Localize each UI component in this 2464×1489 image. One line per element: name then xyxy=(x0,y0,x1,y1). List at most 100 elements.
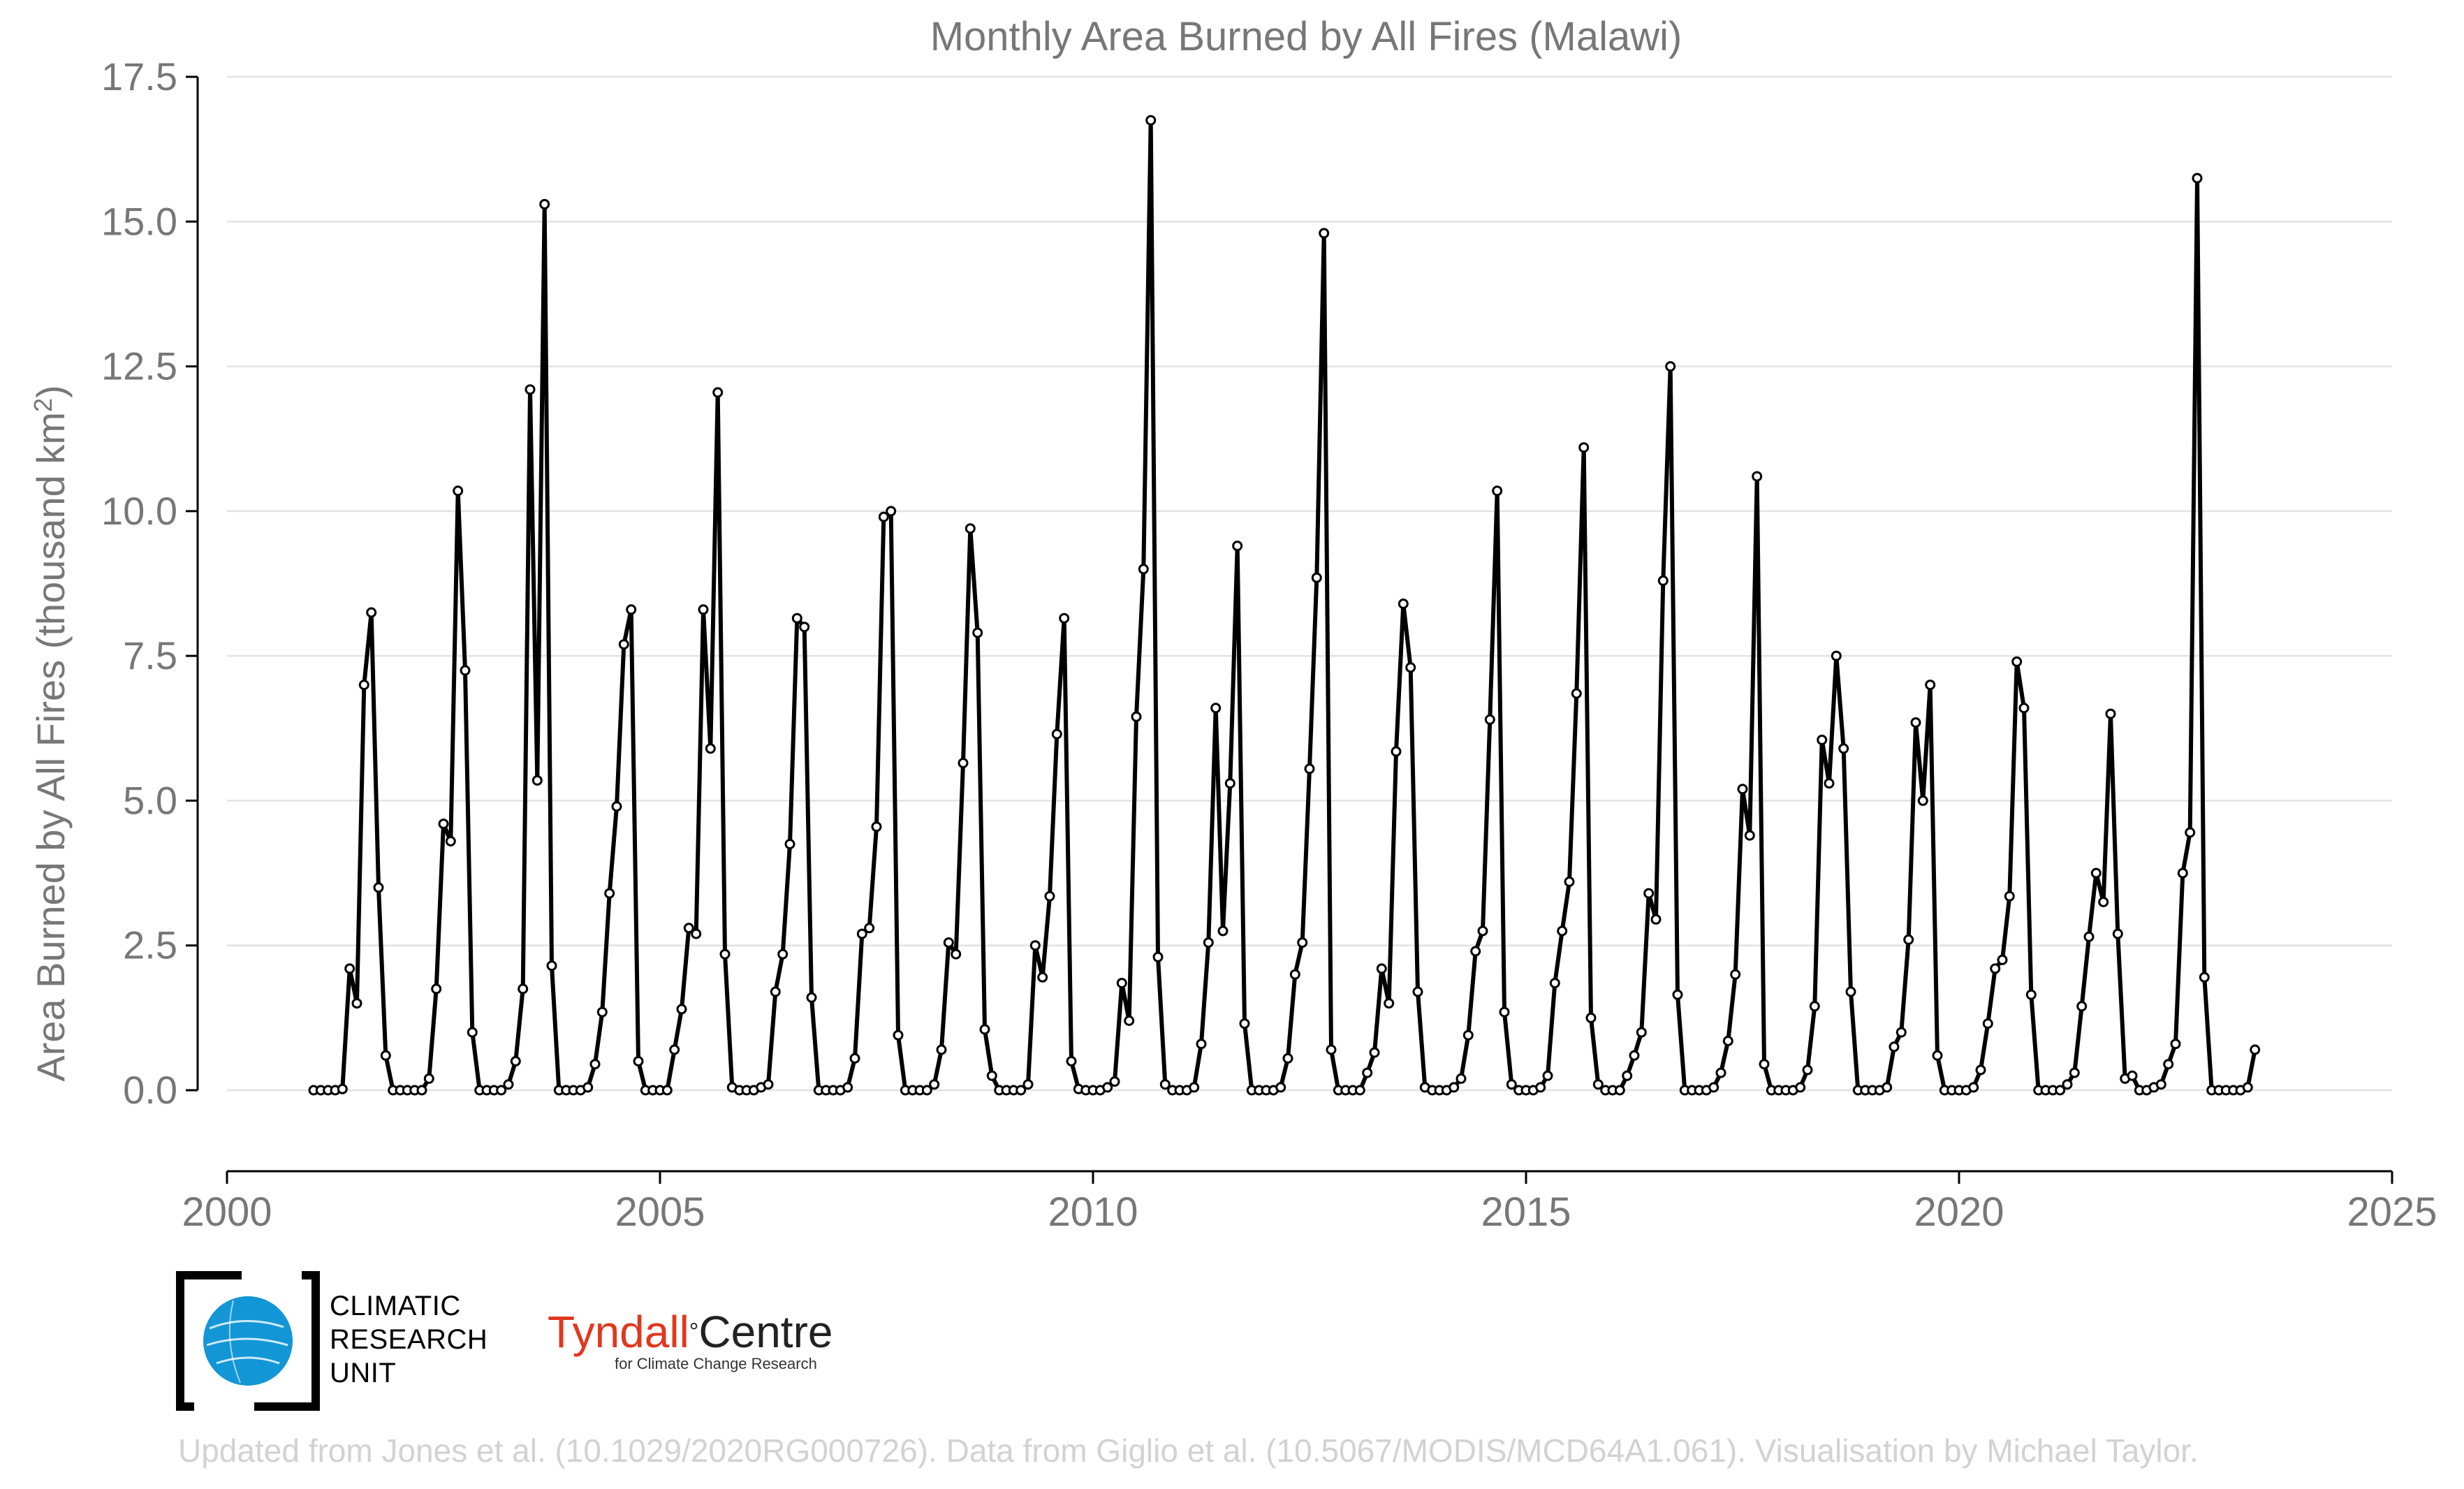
data-point xyxy=(1376,963,1387,974)
data-point xyxy=(445,836,456,846)
data-point xyxy=(698,604,709,615)
y-tick-label: 12.5 xyxy=(101,344,177,388)
data-point xyxy=(1903,934,1914,945)
data-point xyxy=(2192,173,2203,184)
data-point xyxy=(1484,714,1495,725)
data-point xyxy=(1557,925,1568,937)
data-point xyxy=(1759,1059,1770,1070)
data-point xyxy=(1585,1012,1597,1023)
data-point xyxy=(1917,795,1928,806)
data-point xyxy=(503,1079,514,1090)
data-point xyxy=(943,937,954,948)
data-point xyxy=(1152,951,1164,962)
data-point xyxy=(1354,1085,1365,1096)
data-point xyxy=(1412,986,1423,997)
y-axis-label: Area Burned by All Fires (thousand km2) xyxy=(29,385,73,1081)
data-point xyxy=(2004,890,2015,902)
data-point xyxy=(1145,115,1157,126)
data-point xyxy=(1817,734,1828,745)
data-point xyxy=(2025,989,2037,1000)
data-point xyxy=(366,607,377,618)
chart-title: Monthly Area Burned by All Fires (Malawi… xyxy=(930,14,1682,59)
data-point xyxy=(1752,471,1763,482)
data-point xyxy=(467,1027,478,1038)
data-point xyxy=(1239,1018,1250,1029)
data-point xyxy=(842,1082,853,1093)
data-point xyxy=(380,1050,391,1061)
data-point xyxy=(1304,763,1315,775)
data-point xyxy=(719,948,731,960)
data-point xyxy=(1116,978,1127,989)
data-point xyxy=(1102,1082,1113,1093)
data-point xyxy=(1059,613,1070,624)
data-point xyxy=(1614,1085,1625,1096)
data-point xyxy=(1384,998,1395,1009)
data-point xyxy=(626,604,637,615)
x-tick-label: 2010 xyxy=(1048,1189,1138,1235)
data-point xyxy=(763,1079,774,1090)
data-point xyxy=(531,775,543,786)
data-point xyxy=(1722,1036,1733,1046)
data-point xyxy=(582,1082,594,1093)
data-point xyxy=(1564,876,1575,887)
data-point xyxy=(453,485,464,497)
data-point xyxy=(2112,928,2123,939)
data-point xyxy=(849,1052,860,1064)
data-point xyxy=(791,613,802,624)
data-point xyxy=(1449,1082,1460,1093)
data-point xyxy=(1592,1079,1604,1090)
data-point xyxy=(1925,680,1936,691)
data-point xyxy=(1217,925,1229,937)
data-point xyxy=(337,1083,348,1094)
data-point xyxy=(1455,1073,1467,1084)
data-point xyxy=(1311,572,1322,583)
data-point xyxy=(1275,1082,1286,1093)
data-point xyxy=(460,665,471,676)
data-point xyxy=(784,839,795,850)
data-point xyxy=(1398,599,1409,609)
x-tick-label: 2025 xyxy=(2347,1189,2437,1235)
data-point xyxy=(929,1079,940,1090)
data-point xyxy=(539,198,550,210)
data-point xyxy=(1051,728,1062,740)
data-point xyxy=(770,986,781,997)
tyndall-degree: ° xyxy=(689,1319,699,1345)
data-point xyxy=(2090,867,2102,879)
y-tick-label: 0.0 xyxy=(123,1068,177,1112)
data-point xyxy=(1477,925,1488,937)
data-point xyxy=(1824,778,1835,789)
data-point xyxy=(1022,1079,1034,1090)
data-point xyxy=(936,1044,947,1055)
cru-logo-text: CLIMATIC RESEARCH UNIT xyxy=(330,1289,487,1390)
data-point xyxy=(1571,688,1582,699)
y-tick-label: 15.0 xyxy=(101,199,177,243)
data-point xyxy=(1535,1082,1546,1093)
cru-line-1: CLIMATIC xyxy=(330,1291,461,1321)
data-point xyxy=(546,960,557,971)
data-point xyxy=(799,622,810,633)
data-point xyxy=(1326,1044,1337,1055)
data-point xyxy=(2098,897,2109,907)
logos: CLIMATIC RESEARCH UNIT Tyndall°Centre fo… xyxy=(175,1271,873,1425)
data-point xyxy=(589,1059,601,1070)
data-point xyxy=(373,882,384,893)
data-point xyxy=(1982,1018,1993,1029)
data-point xyxy=(1895,1027,1907,1038)
data-point xyxy=(1131,711,1142,722)
data-point xyxy=(1224,778,1235,789)
data-point xyxy=(2062,1079,2073,1090)
data-point xyxy=(1362,1067,1373,1078)
data-point xyxy=(431,983,442,995)
data-point xyxy=(958,758,969,768)
data-point xyxy=(1997,954,2008,965)
data-point xyxy=(1066,1056,1077,1066)
data-point xyxy=(1405,662,1416,673)
data-point xyxy=(518,983,529,995)
data-point xyxy=(951,948,962,960)
data-point xyxy=(661,1085,673,1096)
data-point xyxy=(2185,827,2196,838)
data-point xyxy=(1289,969,1300,980)
data-point xyxy=(1297,937,1308,948)
data-point xyxy=(979,1024,990,1035)
data-point xyxy=(1672,989,1683,1000)
